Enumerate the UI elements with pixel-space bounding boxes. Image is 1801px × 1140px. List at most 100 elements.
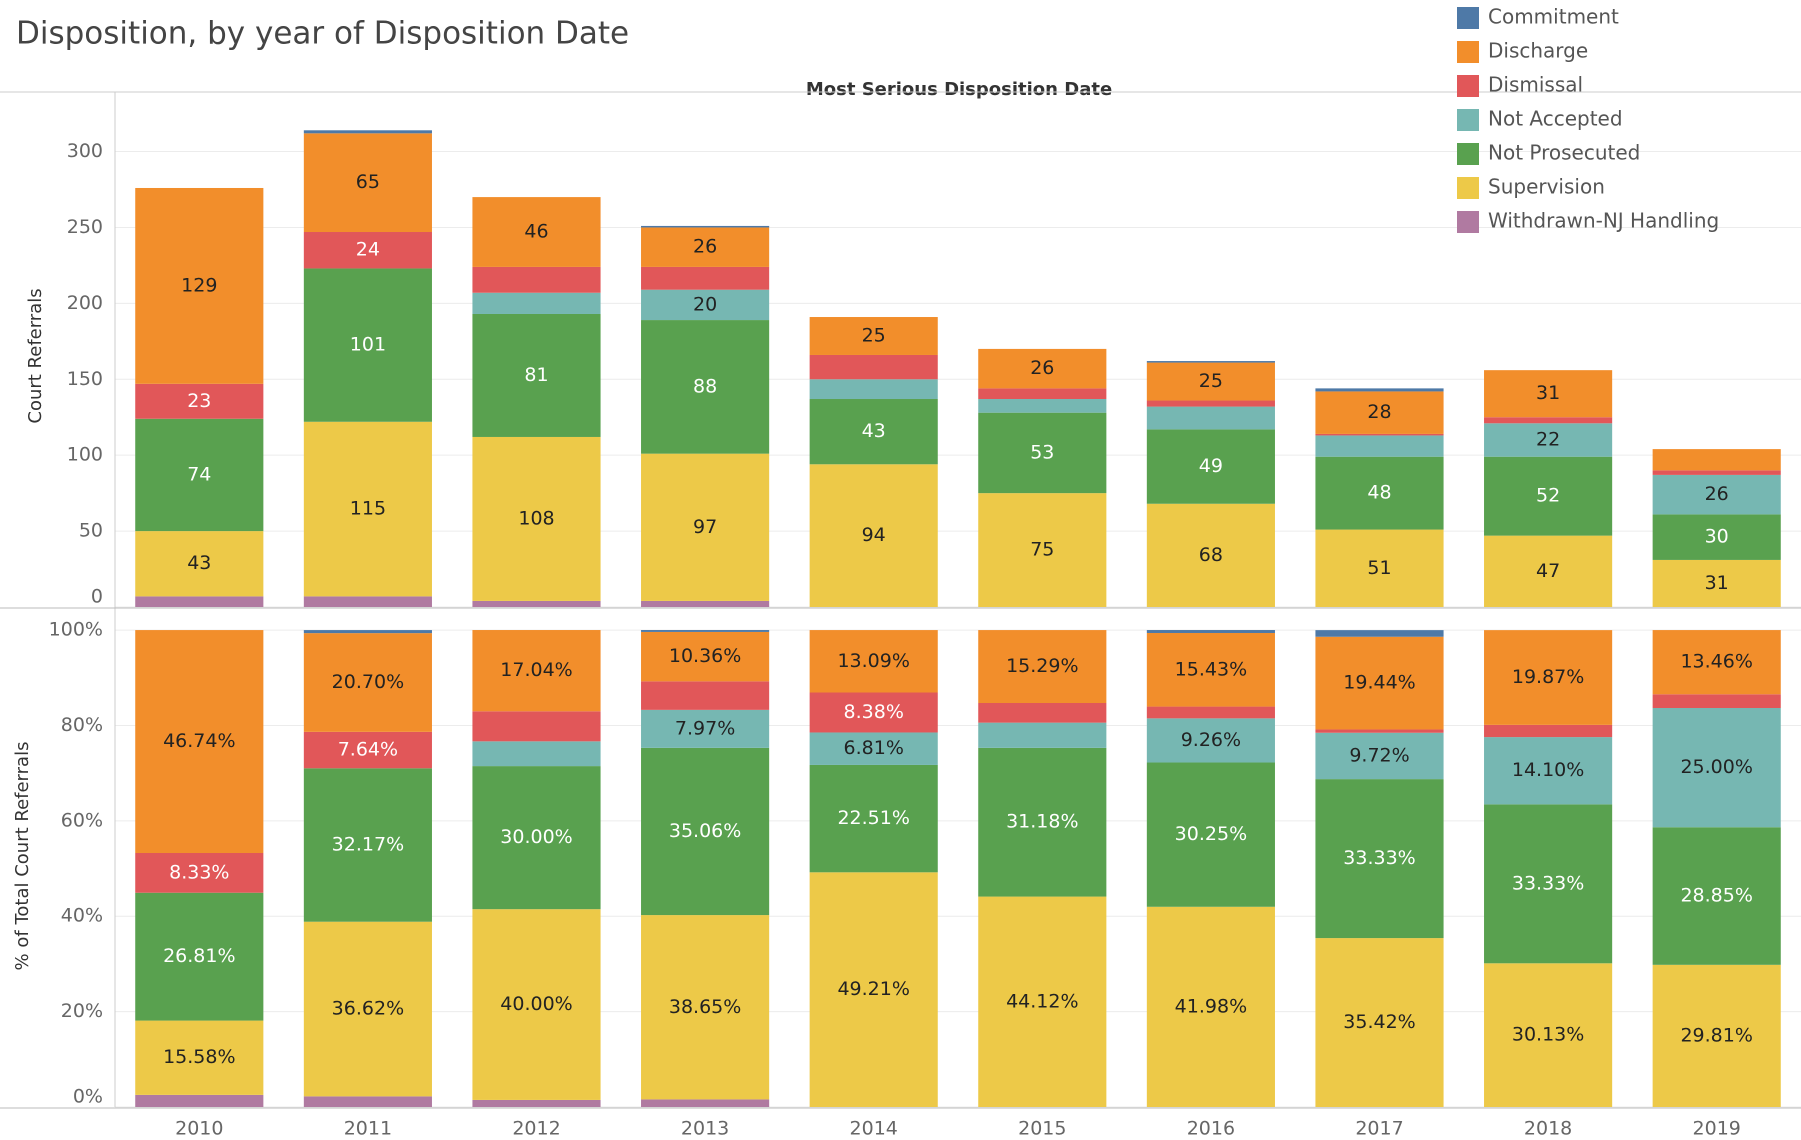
bar-segment [1146, 632, 1275, 707]
x-tick-label: 2010 [175, 1118, 223, 1140]
bar-segment [809, 872, 938, 1107]
data-label: 32.17% [332, 834, 404, 856]
bar-segment [1484, 370, 1613, 418]
bar-segment [303, 731, 432, 769]
x-tick-label: 2013 [681, 1118, 729, 1140]
data-label: 36.62% [332, 998, 404, 1020]
bar-segment [1652, 514, 1781, 560]
bar-segment [1146, 406, 1275, 430]
data-label: 30.00% [500, 826, 572, 848]
bar-segment [1315, 456, 1444, 530]
bar-segment [1652, 630, 1781, 695]
bar-segment [303, 133, 432, 233]
data-label: 6.81% [844, 737, 904, 759]
data-label: 65 [356, 171, 380, 193]
y-tick-label: 250 [67, 216, 103, 238]
bar-segment [135, 892, 264, 1021]
bar-segment [1315, 732, 1444, 780]
y-tick-label: 60% [61, 809, 103, 831]
y-tick-label: 200 [67, 292, 103, 314]
legend-label: Dismissal [1488, 73, 1583, 97]
y-tick-label: 0% [73, 1086, 103, 1108]
data-label: 31 [1536, 382, 1560, 404]
bar-segment [809, 379, 938, 400]
bar-segment [1484, 724, 1613, 738]
bar-segment [472, 766, 601, 910]
bar-segment [472, 292, 601, 314]
bar-segment [135, 852, 264, 893]
bar-segment [978, 388, 1107, 400]
data-label: 51 [1367, 557, 1391, 579]
data-label: 29.81% [1680, 1024, 1752, 1046]
bar-segment [1146, 400, 1275, 407]
data-label: 25.00% [1680, 756, 1752, 778]
bar-segment [303, 1096, 432, 1107]
data-label: 28.85% [1680, 885, 1752, 907]
data-label: 35.06% [669, 820, 741, 842]
bar-segment [809, 399, 938, 465]
bar-segment [135, 1020, 264, 1095]
x-tick-label: 2017 [1355, 1118, 1403, 1140]
bar-segment [641, 747, 770, 916]
legend-swatch [1457, 211, 1479, 233]
bar-segment [1315, 938, 1444, 1107]
data-label: 88 [693, 375, 717, 397]
bar-segment [978, 702, 1107, 723]
bar-segment [641, 630, 770, 632]
data-label: 7.97% [675, 717, 735, 739]
data-label: 40.00% [500, 993, 572, 1015]
legend-label: Discharge [1488, 39, 1588, 63]
bar-segment [303, 596, 432, 607]
data-label: 22 [1536, 429, 1560, 451]
bar-segment [1146, 361, 1275, 363]
bar-segment [1652, 708, 1781, 828]
data-label: 33.33% [1512, 872, 1584, 894]
data-label: 44.12% [1006, 990, 1078, 1012]
bar-segment [472, 909, 601, 1100]
data-label: 13.09% [837, 650, 909, 672]
bar-segment [1146, 718, 1275, 763]
data-label: 30 [1705, 526, 1729, 548]
legend-label: Not Accepted [1488, 107, 1623, 131]
bar-segment [809, 354, 938, 380]
y-tick-label: 80% [61, 714, 103, 736]
data-label: 26 [1705, 483, 1729, 505]
bar-segment [135, 596, 264, 607]
data-label: 48 [1367, 482, 1391, 504]
bar-segment [978, 493, 1107, 607]
bar-segment [303, 630, 432, 634]
bar-segment [472, 711, 601, 742]
bar-segment [641, 631, 770, 682]
bar-segment [1315, 729, 1444, 733]
bar-segment [809, 464, 938, 607]
data-label: 17.04% [500, 659, 572, 681]
legend-label: Not Prosecuted [1488, 141, 1640, 165]
data-label: 24 [356, 239, 380, 261]
data-label: 20.70% [332, 671, 404, 693]
data-label: 38.65% [669, 996, 741, 1018]
data-label: 41.98% [1175, 995, 1247, 1017]
data-label: 8.33% [169, 861, 229, 883]
data-label: 14.10% [1512, 759, 1584, 781]
bar-segment [978, 630, 1107, 703]
data-label: 68 [1199, 544, 1223, 566]
bar-segment [641, 320, 770, 454]
bar-segment [1652, 827, 1781, 965]
y-tick-label: 0 [91, 586, 103, 608]
bar-segment [135, 531, 264, 597]
bar-segment [809, 630, 938, 693]
data-label: 31.18% [1006, 811, 1078, 833]
bar-segment [1484, 963, 1613, 1107]
bar-segment [472, 313, 601, 437]
x-tick-label: 2016 [1187, 1118, 1235, 1140]
bar-segment [303, 232, 432, 269]
y-tick-label: 20% [61, 1000, 103, 1022]
bar-segment [809, 732, 938, 765]
bar-segment [809, 317, 938, 355]
y-tick-label: 40% [61, 905, 103, 927]
bar-segment [135, 187, 264, 384]
bar-segment [641, 600, 770, 607]
bar-segment [1652, 474, 1781, 515]
data-label: 52 [1536, 485, 1560, 507]
